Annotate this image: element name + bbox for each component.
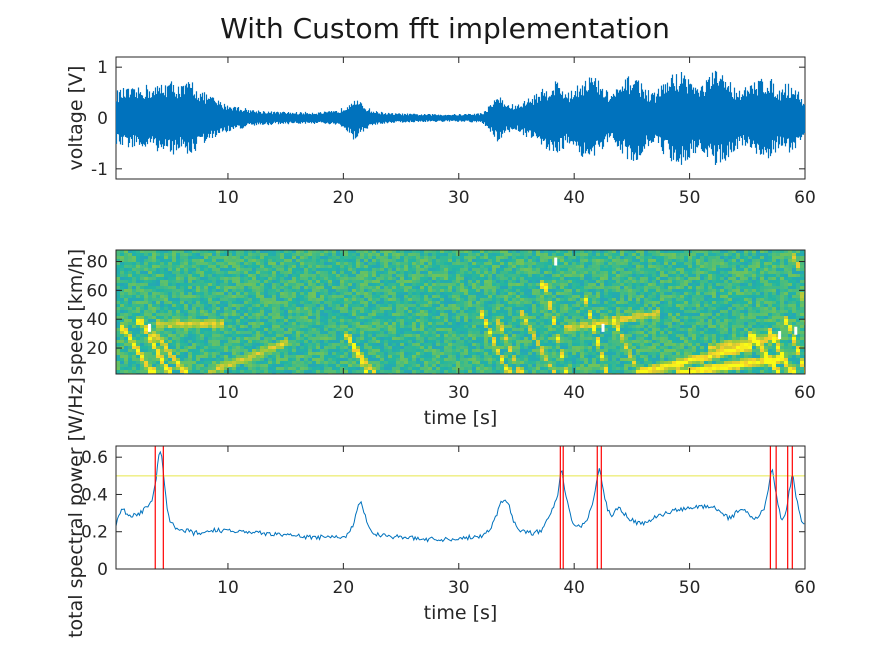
event-lines <box>154 446 793 569</box>
voltage-signal <box>115 70 806 165</box>
x-tick-label: 20 <box>333 383 355 403</box>
x-tick-label: 30 <box>448 188 470 208</box>
x-tick-label: 20 <box>333 188 355 208</box>
spectrogram-marker <box>147 323 151 332</box>
x-tick-label: 30 <box>448 383 470 403</box>
y-tick-label: 0 <box>97 109 108 129</box>
spectrogram-marker <box>554 257 558 266</box>
x-tick-label: 40 <box>563 383 585 403</box>
y-axis-label: voltage [V] <box>65 66 87 171</box>
x-tick-label: 40 <box>563 188 585 208</box>
x-tick-label: 10 <box>217 383 239 403</box>
y-tick-label: 0.2 <box>81 523 108 543</box>
spectrogram-image <box>116 250 805 374</box>
axes-ticks: 10 20 30 40 50 60 -1 0 1 <box>91 57 816 208</box>
spectral-power-series <box>115 450 805 543</box>
x-tick-label: 40 <box>563 578 585 598</box>
y-tick-label: 0.6 <box>81 448 108 468</box>
y-tick-label: 0.4 <box>81 485 108 505</box>
y-tick-label: -1 <box>91 160 108 180</box>
voltage-trace <box>115 70 806 165</box>
x-tick-label: 50 <box>679 383 701 403</box>
y-tick-label: 80 <box>86 253 108 273</box>
x-tick-label: 10 <box>217 578 239 598</box>
figure-title: With Custom fft implementation <box>220 12 670 45</box>
spectrogram-axes: 10 20 30 40 50 60 20 40 60 80 time [s] speed [km/h] <box>65 249 816 429</box>
spectrogram-marker <box>601 323 605 332</box>
voltage-axes: 10 20 30 40 50 60 -1 0 1 voltage [V] <box>65 56 816 208</box>
x-axis-label: time [s] <box>424 602 498 624</box>
y-tick-label: 1 <box>97 58 108 78</box>
axes-ticks: 10 20 30 40 50 60 20 40 60 80 <box>86 250 816 403</box>
x-tick-label: 20 <box>333 578 355 598</box>
x-tick-label: 10 <box>217 188 239 208</box>
y-axis-label: speed [km/h] <box>65 249 87 375</box>
spectrogram-marker <box>794 326 798 335</box>
spectral-power-axes: 10 20 30 40 50 60 0 0.2 0.4 0.6 time [s] total spec… <box>65 377 816 638</box>
y-tick-label: 40 <box>86 310 108 330</box>
y-axis-label: total spectral power [W/Hz] <box>65 377 87 638</box>
axes-box <box>115 445 806 570</box>
x-tick-label: 60 <box>794 578 816 598</box>
y-tick-label: 0 <box>97 560 108 580</box>
y-tick-label: 20 <box>86 339 108 359</box>
x-tick-label: 50 <box>679 578 701 598</box>
x-axis-label: time [s] <box>424 407 498 429</box>
y-tick-label: 60 <box>86 281 108 301</box>
x-tick-label: 60 <box>794 383 816 403</box>
x-tick-label: 50 <box>679 188 701 208</box>
spectrogram-marker <box>778 331 782 340</box>
x-tick-label: 30 <box>448 578 470 598</box>
x-tick-label: 60 <box>794 188 816 208</box>
axes-ticks: 10 20 30 40 50 60 0 0.2 0.4 0.6 <box>81 446 816 598</box>
axes-box <box>115 249 806 375</box>
